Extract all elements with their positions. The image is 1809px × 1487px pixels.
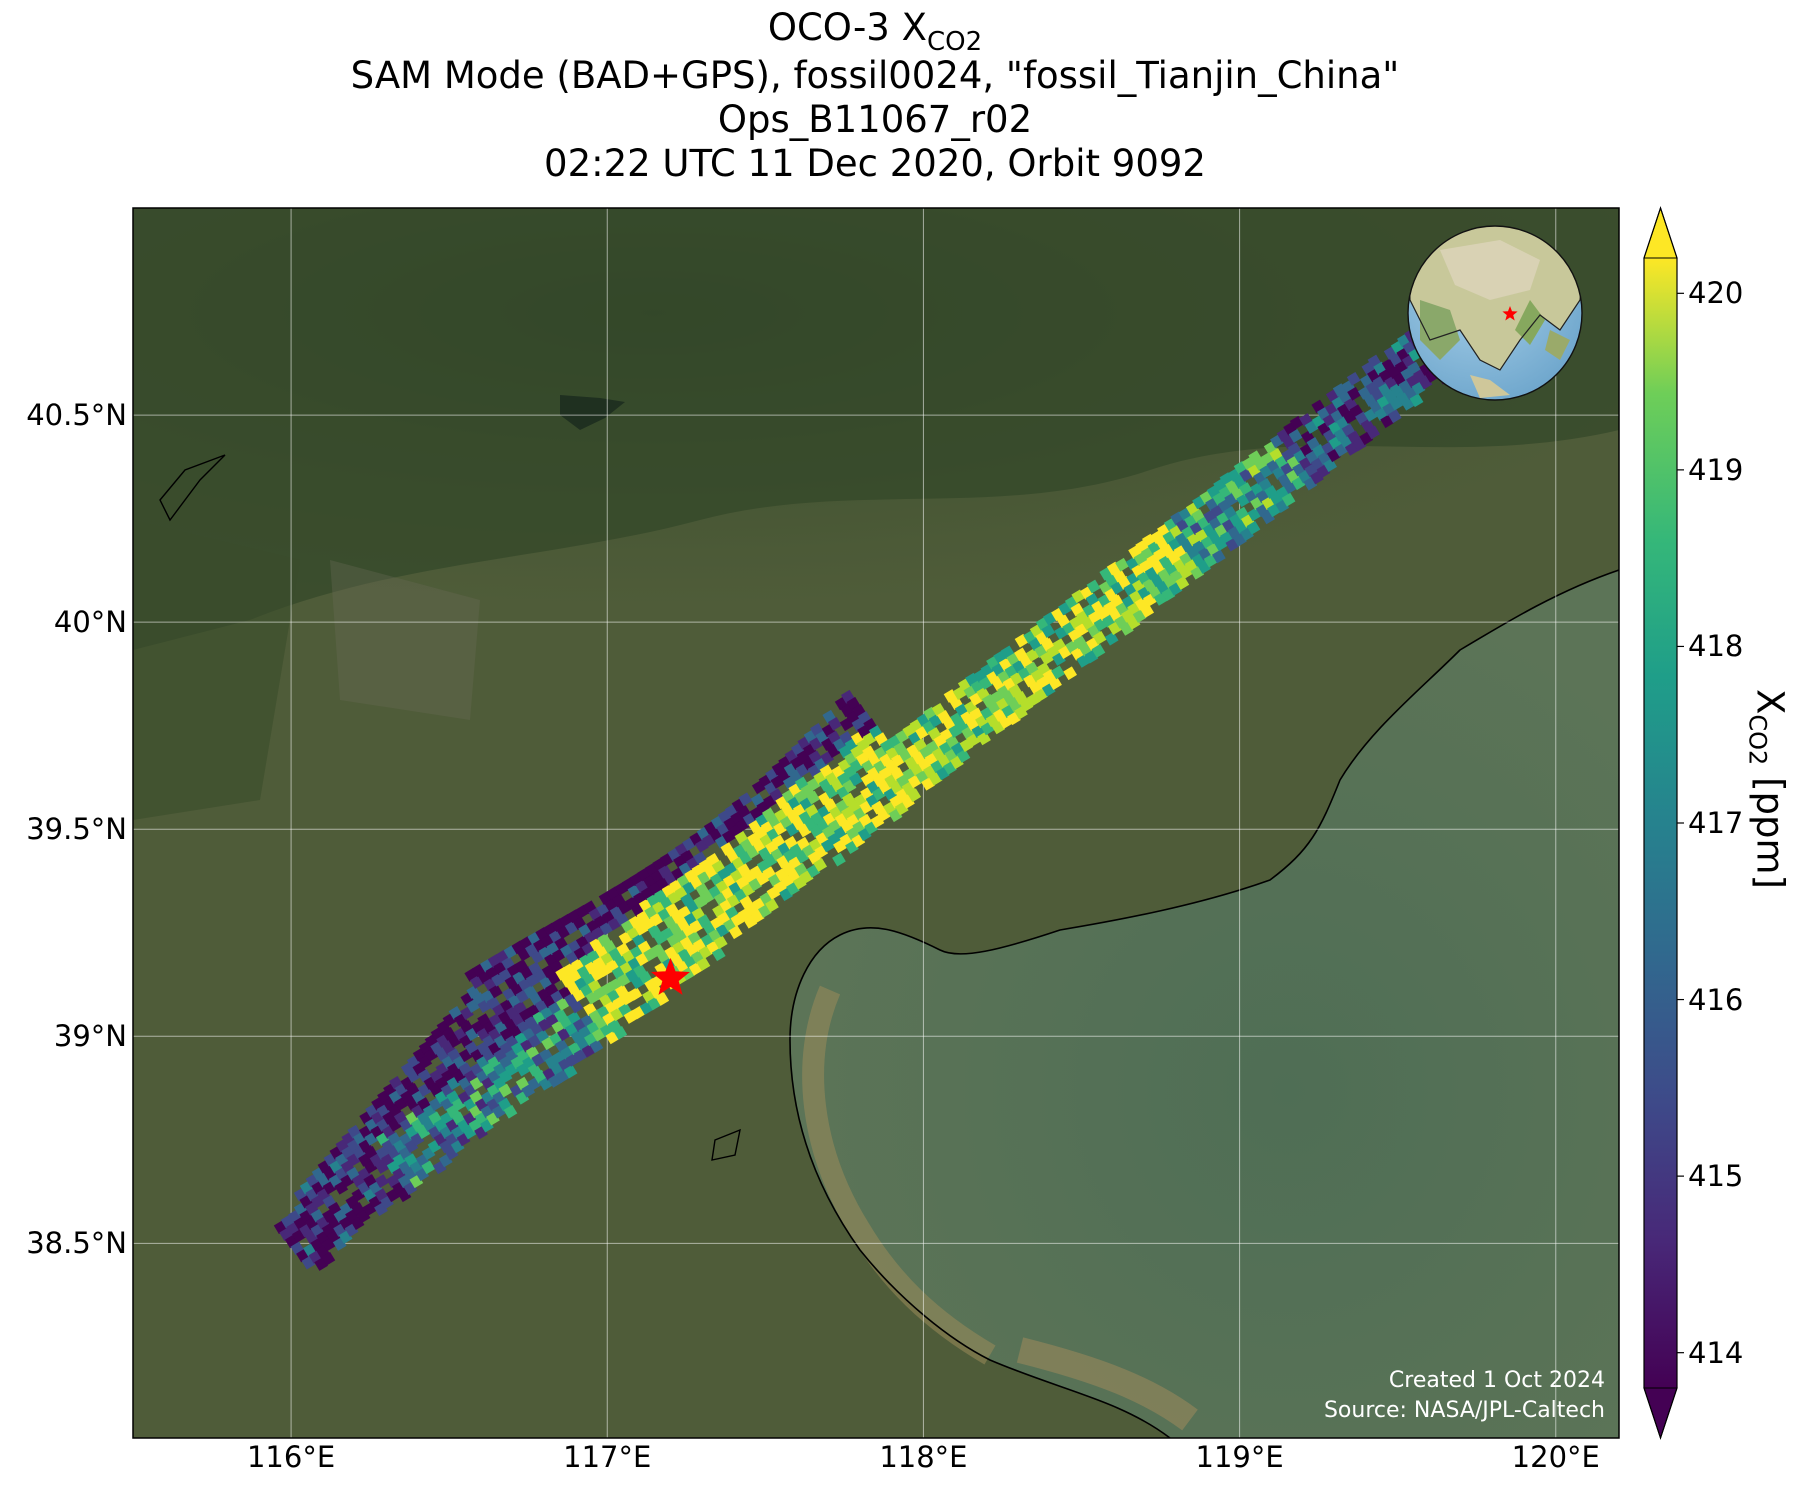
colorbar-extend-min <box>1643 1387 1678 1440</box>
xco2-sounding <box>738 792 753 807</box>
xco2-sounding <box>1104 631 1119 646</box>
colorbar-label: XCO2 [ppm] <box>1743 689 1792 889</box>
xco2-sounding <box>806 790 820 805</box>
xco2-sounding <box>1086 579 1101 594</box>
title-line-1: OCO-3 XCO2 <box>767 6 983 57</box>
xco2-sounding <box>1387 409 1402 424</box>
lat-tick-label: 40°N <box>53 605 127 640</box>
colorbar-tick-label: 415 <box>1688 1159 1744 1194</box>
map-frame <box>132 207 1620 1439</box>
lon-tick-label: 118°E <box>879 1440 968 1474</box>
bohai-sea <box>790 570 1619 1438</box>
xco2-sounding <box>907 788 922 803</box>
xco2-sounding <box>421 1160 436 1175</box>
source-credit: Source: NASA/JPL-Caltech <box>1323 1398 1605 1423</box>
xco2-sounding <box>374 1174 389 1188</box>
xco2-sounding <box>713 935 728 950</box>
xco2-sounding <box>1366 425 1381 440</box>
xco2-sounding <box>569 999 584 1014</box>
target-star-icon <box>651 957 690 995</box>
coastline <box>789 569 1619 1438</box>
xco2-sounding <box>1063 666 1078 681</box>
xco2-sounding <box>956 749 971 763</box>
xco2-sounding <box>1091 644 1106 658</box>
lat-tick-label: 39°N <box>53 1019 127 1054</box>
title-line-2: SAM Mode (BAD+GPS), fossil0024, "fossil_… <box>350 54 1400 97</box>
lon-tick-label: 117°E <box>563 1440 652 1474</box>
gridlines <box>133 208 1619 1438</box>
xco2-sounding <box>813 858 828 872</box>
colorbar <box>1643 206 1684 1440</box>
xco2-sounding <box>1115 557 1129 572</box>
xco2-sounding <box>321 1251 336 1266</box>
xco2-sounding <box>1175 576 1190 590</box>
xco2-sounding <box>696 957 711 971</box>
map-title: OCO-3 XCO2 SAM Mode (BAD+GPS), fossil002… <box>130 6 1620 186</box>
xco2-sounding <box>563 1064 578 1079</box>
xco2-sounding <box>1041 624 1056 638</box>
title-line-4: 02:22 UTC 11 Dec 2020, Orbit 9092 <box>544 142 1206 185</box>
xco2-sounding <box>1140 604 1155 618</box>
xco2-swath <box>273 294 1494 1271</box>
xco2-sounding <box>765 898 779 913</box>
xco2-sounding <box>977 731 991 746</box>
colorbar-tick-label: 419 <box>1688 452 1744 487</box>
lat-tick-label: 40.5°N <box>26 398 127 433</box>
title-line-3: Ops_B11067_r02 <box>717 98 1033 141</box>
reservoir <box>560 395 625 430</box>
lat-tick-label: 38.5°N <box>26 1226 127 1261</box>
xco2-sounding <box>655 992 670 1006</box>
xco2-sounding <box>1347 386 1361 401</box>
xco2-sounding <box>728 925 743 940</box>
colorbar-tick-label: 418 <box>1688 629 1744 664</box>
xco2-sounding <box>1288 429 1303 443</box>
globe-star-icon <box>1502 306 1518 321</box>
xco2-sounding <box>1409 393 1424 408</box>
xco2-sounding <box>711 947 726 962</box>
xco2-sounding <box>1092 631 1107 645</box>
xco2-sounding <box>498 1083 513 1098</box>
colorbar-tick-label: 417 <box>1688 806 1744 840</box>
xco2-sounding <box>1346 371 1361 386</box>
xco2-sounding <box>488 984 503 999</box>
xco2-sounding <box>1323 458 1338 472</box>
colorbar-tick-label: 414 <box>1688 1335 1744 1370</box>
xco2-sounding <box>503 1104 518 1119</box>
xco2-sounding <box>1246 520 1261 535</box>
xco2-sounding <box>628 987 643 1001</box>
lon-tick-label: 120°E <box>1511 1440 1600 1474</box>
xco2-sounding <box>613 1026 628 1040</box>
colorbar-gradient <box>1644 258 1677 1388</box>
colorbar-tick-label: 420 <box>1688 276 1744 311</box>
xco2-sounding <box>1281 492 1296 507</box>
xco2-sounding <box>828 716 842 731</box>
xco2-sounding <box>1048 676 1062 690</box>
xco2-sounding <box>1051 665 1065 680</box>
xco2-sounding <box>849 772 863 787</box>
inset-globe <box>1407 225 1583 401</box>
lat-tick-label: 39.5°N <box>26 812 127 847</box>
created-credit: Created 1 Oct 2024 <box>1388 1368 1605 1393</box>
lon-tick-label: 119°E <box>1195 1440 1284 1474</box>
colorbar-tick-label: 416 <box>1688 982 1744 1017</box>
xco2-sounding <box>589 1039 604 1054</box>
colorbar-extend-max <box>1643 206 1678 259</box>
xco2-sounding <box>832 852 846 867</box>
lon-tick-label: 116°E <box>246 1440 336 1474</box>
xco2-sounding <box>1212 549 1226 564</box>
